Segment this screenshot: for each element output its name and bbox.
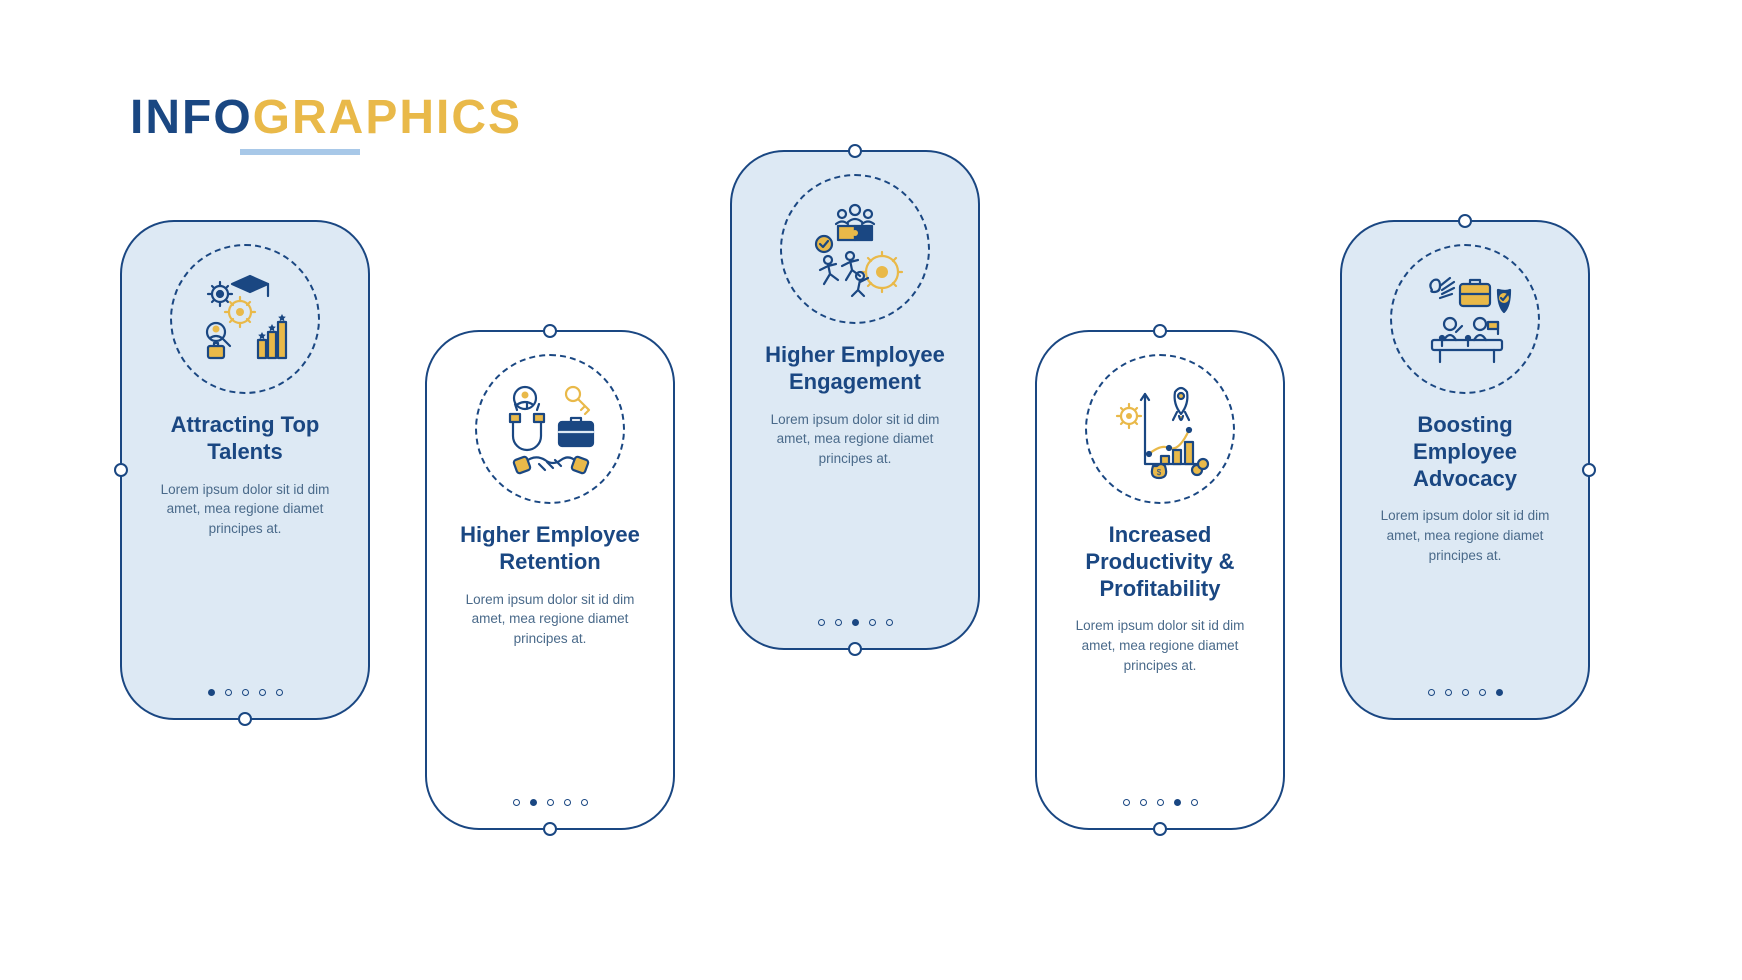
connector-node [543, 822, 557, 836]
dot [1479, 689, 1486, 696]
page-title: INFOGRAPHICS [130, 90, 522, 145]
progress-dots [513, 799, 588, 806]
dot [1157, 799, 1164, 806]
card-employee-advocacy: Boosting Employee Advocacy Lorem ipsum d… [1340, 220, 1590, 720]
connector-node [1153, 822, 1167, 836]
dot [886, 619, 893, 626]
dot [835, 619, 842, 626]
dot [818, 619, 825, 626]
dot [852, 619, 859, 626]
svg-text:$: $ [1157, 468, 1162, 477]
card-body: Lorem ipsum dolor sit id dim amet, mea r… [748, 410, 962, 469]
connector-node [543, 324, 557, 338]
dot [208, 689, 215, 696]
dot [513, 799, 520, 806]
title-part1: INFO [130, 91, 253, 144]
dot [1174, 799, 1181, 806]
card-body: Lorem ipsum dolor sit id dim amet, mea r… [1053, 616, 1267, 675]
dot [1123, 799, 1130, 806]
connector-node [848, 642, 862, 656]
connector-node [1458, 214, 1472, 228]
card-title: Boosting Employee Advocacy [1358, 412, 1572, 492]
dot [1496, 689, 1503, 696]
dot [259, 689, 266, 696]
dot [1428, 689, 1435, 696]
dot [564, 799, 571, 806]
card-body: Lorem ipsum dolor sit id dim amet, mea r… [1358, 506, 1572, 565]
dot [547, 799, 554, 806]
card-title: Increased Productivity & Profitability [1053, 522, 1267, 602]
dot [530, 799, 537, 806]
engagement-icon [780, 174, 930, 324]
card-title: Attracting Top Talents [138, 412, 352, 466]
retention-icon [475, 354, 625, 504]
progress-dots [208, 689, 283, 696]
connector-node [1153, 324, 1167, 338]
dot [869, 619, 876, 626]
card-employee-retention: Higher Employee Retention Lorem ipsum do… [425, 330, 675, 830]
header: INFOGRAPHICS [130, 90, 522, 155]
card-productivity: $ Increased Productivity & Profitability… [1035, 330, 1285, 830]
dot [1140, 799, 1147, 806]
dot [242, 689, 249, 696]
talent-icon [170, 244, 320, 394]
dot [1445, 689, 1452, 696]
title-part2: GRAPHICS [253, 91, 522, 144]
card-body: Lorem ipsum dolor sit id dim amet, mea r… [443, 590, 657, 649]
card-body: Lorem ipsum dolor sit id dim amet, mea r… [138, 480, 352, 539]
dot [581, 799, 588, 806]
connector-node [848, 144, 862, 158]
advocacy-icon [1390, 244, 1540, 394]
dot [1462, 689, 1469, 696]
cards-row: Attracting Top Talents Lorem ipsum dolor… [120, 150, 1620, 850]
dot [225, 689, 232, 696]
card-title: Higher Employee Engagement [748, 342, 962, 396]
connector-node [114, 463, 128, 477]
dot [1191, 799, 1198, 806]
card-attracting-talents: Attracting Top Talents Lorem ipsum dolor… [120, 220, 370, 720]
progress-dots [818, 619, 893, 626]
connector-node [238, 712, 252, 726]
dot [276, 689, 283, 696]
progress-dots [1123, 799, 1198, 806]
progress-dots [1428, 689, 1503, 696]
productivity-icon: $ [1085, 354, 1235, 504]
card-title: Higher Employee Retention [443, 522, 657, 576]
card-employee-engagement: Higher Employee Engagement Lorem ipsum d… [730, 150, 980, 650]
connector-node [1582, 463, 1596, 477]
